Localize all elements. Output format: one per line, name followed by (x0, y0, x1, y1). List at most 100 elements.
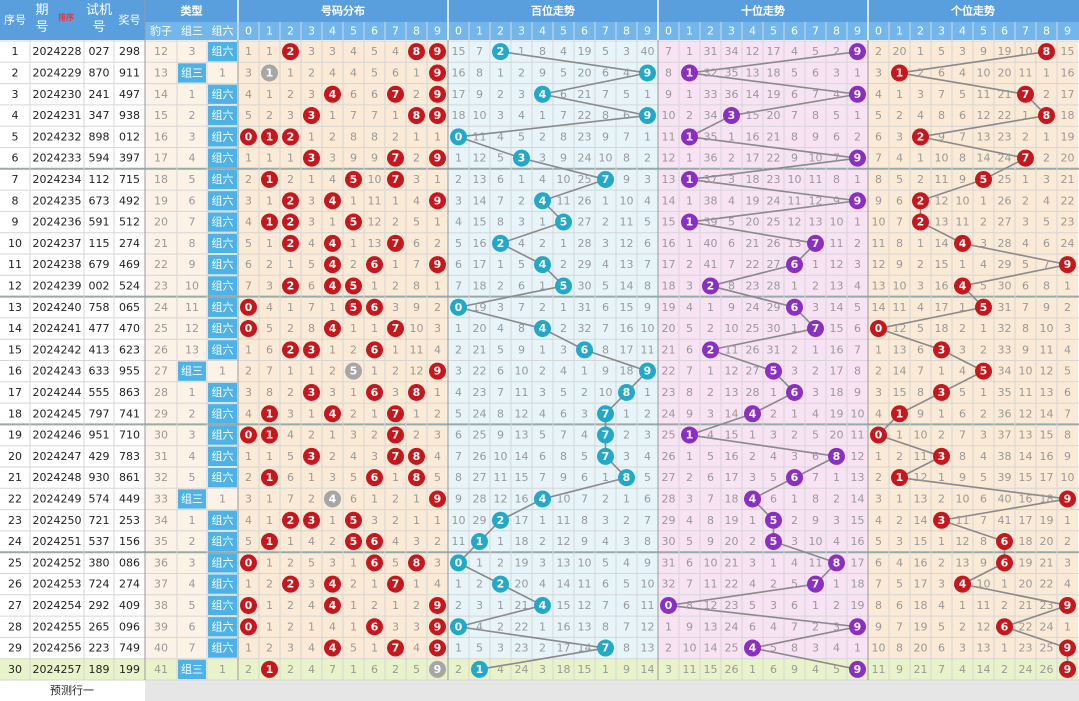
cell-trial: 189 (89, 663, 110, 676)
miss-count: 2 (854, 130, 861, 143)
hit-number: 9 (1064, 663, 1072, 676)
cell-issue: 2024256 (33, 642, 82, 655)
type-hit (208, 574, 237, 594)
hit-ball (450, 554, 467, 572)
hit-ball (387, 405, 404, 423)
miss-count: 8 (1064, 429, 1071, 442)
miss-count: 8 (413, 279, 420, 292)
miss-count: 14 (746, 88, 760, 101)
hit-number: 2 (707, 343, 715, 356)
hit-ball (534, 490, 551, 508)
miss-count: 24 (578, 152, 592, 165)
miss-count: 17 (725, 471, 739, 484)
header-digit: 5 (350, 25, 357, 38)
miss-count: 5 (602, 279, 609, 292)
header-digit: 7 (392, 25, 399, 38)
type-hit (178, 361, 206, 381)
hit-ball (429, 107, 446, 125)
miss-count: 11 (977, 599, 991, 612)
hit-ball (429, 639, 446, 657)
miss-count: 1 (455, 642, 462, 655)
miss-count: 1 (707, 301, 714, 314)
miss-count: 2 (980, 343, 987, 356)
miss-count: 16 (473, 237, 487, 250)
cell-trial: 797 (89, 407, 110, 420)
miss-count: 18 (620, 365, 634, 378)
miss-count: 34 (725, 45, 739, 58)
miss-count: 26 (746, 343, 760, 356)
miss-count: 1 (266, 620, 273, 633)
miss-count: 22 (1019, 620, 1033, 633)
miss-count: 8 (1043, 279, 1050, 292)
miss-count: 2 (455, 343, 462, 356)
miss-count: 7 (245, 279, 252, 292)
miss-count: 1 (371, 642, 378, 655)
miss-count: 1 (497, 258, 504, 271)
miss-count: 7 (959, 429, 966, 442)
miss-count: 1 (917, 45, 924, 58)
miss-count: 1 (455, 322, 462, 335)
miss-count: 2 (371, 429, 378, 442)
miss-count: 5 (518, 258, 525, 271)
miss-count: 31 (767, 343, 781, 356)
cell-trial: 002 (89, 279, 110, 292)
hit-number: 3 (308, 514, 316, 527)
miss-count: 31 (578, 301, 592, 314)
miss-count: 2 (770, 578, 777, 591)
miss-count: 5 (476, 642, 483, 655)
hit-ball (828, 447, 845, 465)
type-hit-label: 组三 (181, 491, 203, 505)
miss-count: 4 (959, 365, 966, 378)
hit-ball (366, 341, 383, 359)
header-digit: 5 (770, 25, 777, 38)
miss-count: 2 (560, 258, 567, 271)
miss-count: 5 (602, 45, 609, 58)
hit-number: 6 (1001, 620, 1009, 633)
miss-count: 13 (620, 258, 634, 271)
hit-ball (240, 320, 257, 338)
hit-number: 2 (287, 578, 295, 591)
miss-count: 4 (350, 66, 357, 79)
hit-ball (429, 596, 446, 614)
cell-no: 28 (8, 620, 22, 633)
miss-count: 10 (893, 279, 907, 292)
type-miss: 3 (189, 45, 196, 58)
miss-count: 20 (1040, 535, 1054, 548)
miss-count: 12 (494, 492, 508, 505)
sort-button[interactable]: 排序 (58, 13, 74, 22)
miss-count: 10 (641, 578, 655, 591)
miss-count: 6 (560, 88, 567, 101)
cell-trial: 555 (89, 386, 110, 399)
miss-count: 7 (308, 301, 315, 314)
cell-no: 27 (8, 599, 22, 612)
miss-count: 3 (245, 386, 252, 399)
miss-count: 3 (245, 492, 252, 505)
hit-ball (618, 469, 635, 487)
type-hit-label: 组六 (212, 300, 234, 314)
miss-count: 3 (980, 429, 987, 442)
cell-trial: 027 (89, 45, 110, 58)
miss-count: 11 (977, 88, 991, 101)
hit-ball (975, 298, 992, 316)
miss-count: 1 (497, 66, 504, 79)
cell-issue: 2024252 (33, 556, 82, 569)
row-bg (0, 573, 145, 595)
miss-count: 11 (893, 301, 907, 314)
hit-number: 6 (371, 258, 379, 271)
type-miss: 37 (154, 578, 168, 591)
hit-ball (282, 341, 299, 359)
miss-count: 9 (539, 66, 546, 79)
miss-count: 6 (623, 109, 630, 122)
header-digit: 4 (959, 25, 966, 38)
header-type-col: 豹子 (150, 25, 172, 38)
type-miss: 19 (154, 194, 168, 207)
miss-count: 1 (1064, 514, 1071, 527)
miss-count: 5 (455, 237, 462, 250)
cell-trial: 594 (89, 152, 110, 165)
miss-count: 38 (704, 194, 718, 207)
cell-issue: 2024250 (33, 514, 82, 527)
cell-issue: 2024244 (33, 386, 82, 399)
miss-count: 4 (623, 66, 630, 79)
type-miss: 22 (154, 258, 168, 271)
hit-ball (870, 320, 887, 338)
